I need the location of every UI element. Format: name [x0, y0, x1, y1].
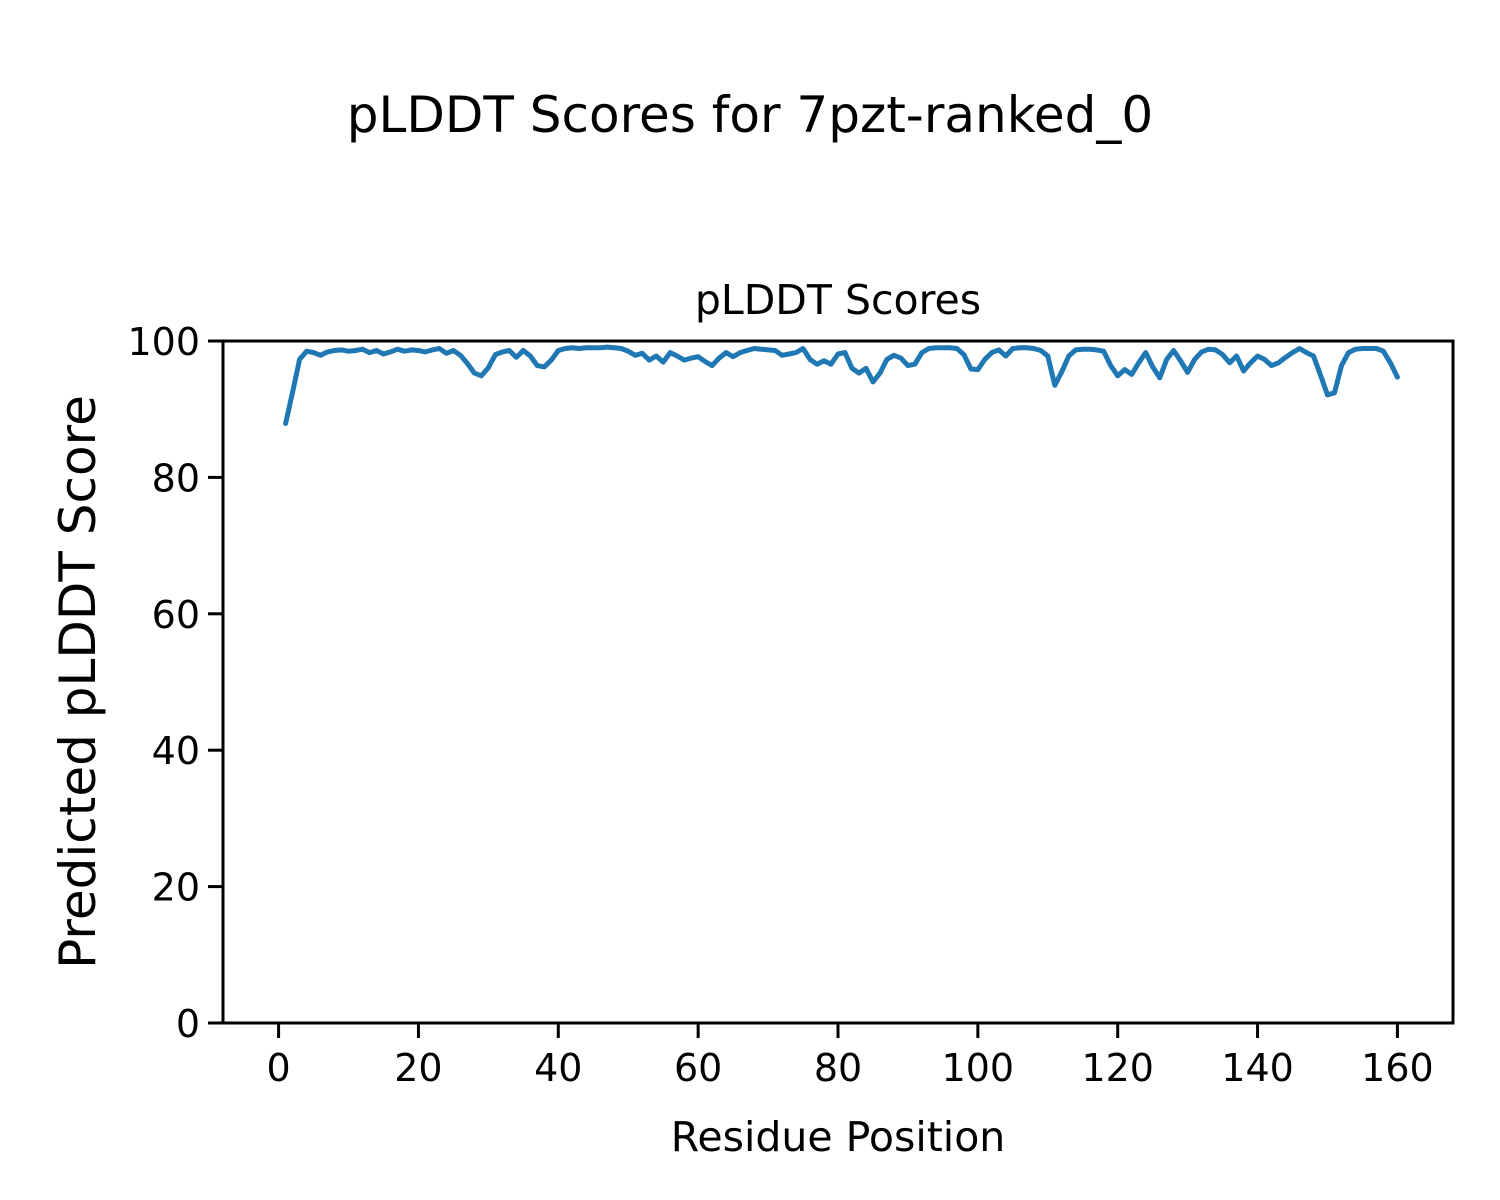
axes-frame: [221, 339, 1455, 1025]
y-tick-label: 60: [152, 593, 200, 637]
x-tick-label: 20: [394, 1046, 442, 1090]
y-tick-label: 80: [152, 456, 200, 500]
axes-title: pLDDT Scores: [694, 276, 982, 324]
x-tick-label: 140: [1221, 1046, 1294, 1090]
y-tick-label: 100: [127, 320, 200, 364]
x-tick-label: 160: [1361, 1046, 1434, 1090]
x-axis-label: Residue Position: [670, 1113, 1006, 1161]
x-tick-label: 60: [674, 1046, 722, 1090]
figure-suptitle: pLDDT Scores for 7pzt-ranked_0: [346, 86, 1154, 144]
x-tick-label: 120: [1081, 1046, 1154, 1090]
y-tick-label: 20: [152, 866, 200, 910]
plddt-line: [283, 344, 1400, 426]
y-tick-label: 0: [176, 1002, 200, 1046]
x-tick-label: 40: [534, 1046, 582, 1090]
x-tick-label: 80: [814, 1046, 862, 1090]
x-tick-label: 100: [942, 1046, 1015, 1090]
y-tick-label: 40: [152, 729, 200, 773]
x-tick-label: 0: [266, 1046, 290, 1090]
